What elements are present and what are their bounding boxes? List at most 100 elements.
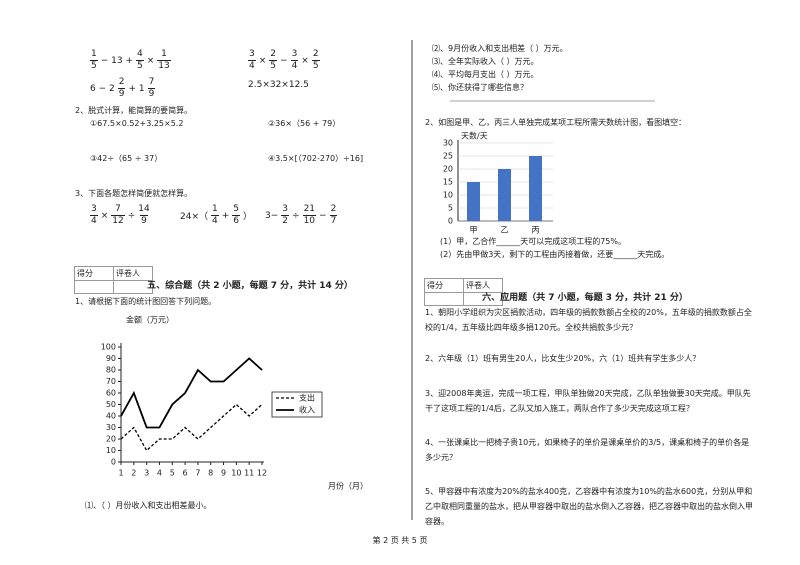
score-row: 得分 评卷人 bbox=[74, 266, 153, 281]
score-cell bbox=[113, 280, 153, 294]
fraction: 1 13 bbox=[157, 49, 171, 72]
expression: 2.5×32×12.5 bbox=[248, 80, 309, 90]
question-title: 2、脱式计算，能简算的要简算。 bbox=[75, 106, 193, 115]
question-title: 3、下面各题怎样简便就怎样算。 bbox=[75, 189, 193, 198]
x-tick-label: 丙 bbox=[532, 226, 540, 235]
numerator: 7 bbox=[148, 77, 155, 87]
numerator: 1 bbox=[91, 49, 97, 59]
expression: 1 5− 13 +4 5 × 1 13 bbox=[90, 49, 171, 72]
y-tick-label: 30 bbox=[106, 423, 116, 432]
denominator: 5 bbox=[269, 60, 278, 71]
x-tick-label: 甲 bbox=[470, 226, 478, 235]
y-axis-label: 天数/天 bbox=[461, 131, 488, 141]
x-tick-label: 7 bbox=[195, 469, 200, 478]
subquestion: ⑷、平均每月支出（ ）万元。 bbox=[432, 70, 539, 79]
denominator: 4 bbox=[211, 215, 219, 226]
y-tick-label: 90 bbox=[106, 354, 116, 363]
expression-text: 2.5×32×12.5 bbox=[248, 80, 309, 90]
data-line bbox=[120, 357, 263, 429]
question: 1、朝阳小学组织为灾区捐款活动，四年级的捐款数额占全校的20%，五年级的捐款数额… bbox=[425, 308, 752, 332]
y-tick-label: 15 bbox=[443, 178, 453, 187]
calc-item: ②36×（56 + 79） bbox=[268, 119, 341, 128]
y-tick-label: 5 bbox=[448, 204, 453, 213]
denominator: 6 bbox=[232, 215, 241, 226]
denominator: 9 bbox=[117, 88, 126, 99]
question: 2、如图是甲、乙，丙三人单独完成某项工程所需天数统计图，看图填空： bbox=[425, 118, 687, 127]
numerator: 3 bbox=[282, 204, 289, 214]
score-cell: 评卷人 bbox=[113, 266, 153, 281]
footer: 第 2 页 共 5 页 bbox=[372, 536, 428, 545]
legend-label: 支出 bbox=[299, 393, 315, 403]
score-box: 得分 评卷人 bbox=[74, 266, 153, 294]
x-axis-label: 月份（月） bbox=[328, 481, 368, 491]
x-tick-label: 10 bbox=[231, 469, 241, 478]
expression-text: 24×（ bbox=[180, 212, 208, 222]
expression-text: ÷ bbox=[127, 210, 136, 221]
numerator: 1 bbox=[161, 49, 167, 59]
expression-text: × bbox=[301, 55, 309, 66]
x-tick-label: 9 bbox=[221, 469, 226, 478]
x-tick-label: 8 bbox=[208, 469, 213, 478]
denominator: 5 bbox=[90, 60, 98, 71]
subquestion: (2）先由甲做3天，剩下的工程由丙接着做，还要______天完成。 bbox=[440, 250, 670, 259]
expression: 3 4 × 7 12 ÷ 14 9 bbox=[90, 204, 150, 227]
denominator: 7 bbox=[329, 215, 338, 226]
fraction: 7 12 bbox=[111, 204, 125, 227]
expression-text: 3− bbox=[265, 210, 279, 221]
x-tick-label: 1 bbox=[118, 469, 123, 478]
x-tick-label: 乙 bbox=[501, 226, 509, 235]
numerator: 21 bbox=[303, 204, 316, 214]
numerator: 4 bbox=[137, 49, 143, 59]
subquestion: ⑵、9月份收入和支出相差（ ）万元。 bbox=[432, 44, 568, 53]
data-line bbox=[120, 403, 263, 452]
score-row bbox=[424, 292, 503, 306]
x-tick-label: 5 bbox=[170, 469, 175, 478]
y-tick-label: 10 bbox=[106, 446, 116, 455]
fraction: 14 9 bbox=[138, 204, 149, 227]
y-tick-label: 30 bbox=[443, 139, 453, 148]
x-tick-label: 2 bbox=[131, 469, 136, 478]
y-tick-label: 60 bbox=[106, 389, 116, 398]
denominator: 13 bbox=[157, 60, 171, 71]
question: 2、六年级（1）班有男生20人，比女生少20%，六（1）班共有学生多少人？ bbox=[425, 354, 701, 363]
expression-text: × bbox=[100, 210, 109, 221]
subquestion: ⑴、（ ）月份收入和支出相差最小。 bbox=[85, 501, 212, 510]
score-cell: 得分 bbox=[424, 278, 464, 293]
x-tick-label: 4 bbox=[157, 469, 162, 478]
score-cell: 评卷人 bbox=[463, 278, 503, 293]
denominator: 5 bbox=[136, 60, 144, 71]
x-tick-label: 11 bbox=[244, 469, 254, 478]
score-cell bbox=[74, 280, 114, 294]
numerator: 1 bbox=[212, 204, 218, 214]
score-box: 得分 评卷人 bbox=[424, 278, 503, 306]
denominator: 12 bbox=[111, 215, 125, 226]
numerator: 3 bbox=[91, 204, 97, 214]
subquestion: ⑸、你还获得了哪些信息？ bbox=[432, 83, 528, 92]
expression-text: ） bbox=[243, 212, 253, 222]
numerator: 5 bbox=[233, 204, 240, 214]
question: 5、甲容器中有浓度为20%的盐水400克，乙容器中有浓度为10%的盐水600克，… bbox=[425, 487, 753, 526]
score-row bbox=[74, 280, 153, 294]
expression-text: − 13 + bbox=[100, 55, 133, 66]
expression-text: × bbox=[258, 55, 267, 66]
numerator: 3 bbox=[291, 49, 298, 59]
numerator: 2 bbox=[312, 49, 319, 59]
subquestion: (1）甲，乙合作______天可以完成这项工程的75%。 bbox=[440, 237, 626, 246]
denominator: 4 bbox=[248, 60, 256, 71]
expression: 3− 3 2 ÷ 21 10−2 7 bbox=[265, 204, 338, 227]
expression-text: 6 − 2 bbox=[90, 83, 115, 94]
bar bbox=[529, 156, 542, 221]
subquestion: ⑶、全年实际收入（ ）万元。 bbox=[432, 57, 539, 66]
y-tick-label: 10 bbox=[443, 191, 453, 200]
fraction: 21 10 bbox=[302, 204, 317, 227]
